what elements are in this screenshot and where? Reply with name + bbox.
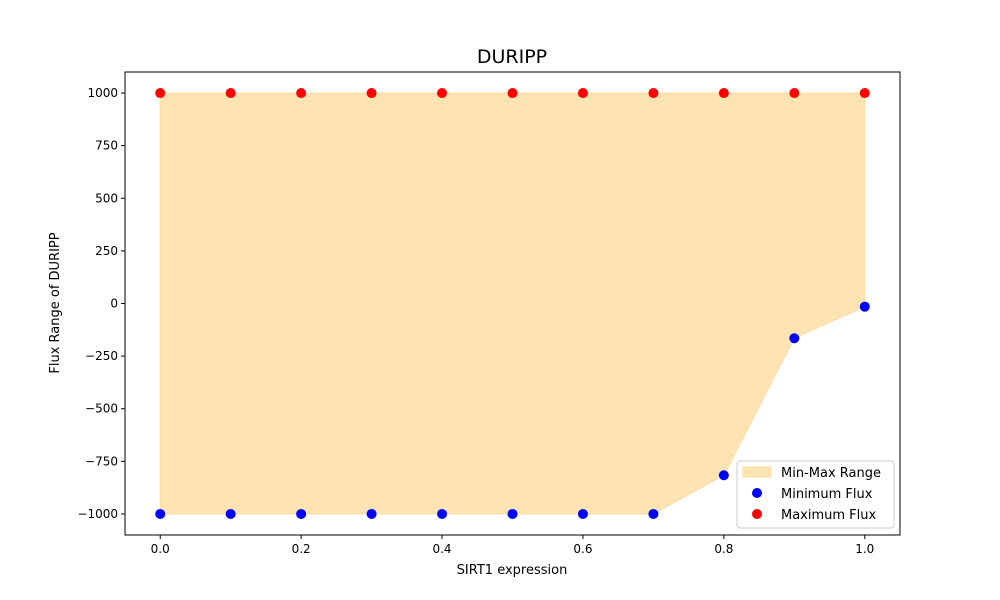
max-flux-point (296, 88, 307, 99)
y-tick-label: 750 (95, 139, 118, 153)
y-tick-label: −1000 (77, 507, 118, 521)
min-flux-point (155, 508, 166, 519)
min-max-range-area (159, 92, 866, 515)
legend-label: Min-Max Range (781, 466, 881, 481)
min-flux-point (225, 508, 236, 519)
legend: Min-Max Range Minimum Flux Maximum Flux (736, 460, 895, 529)
max-flux-point (577, 88, 588, 99)
scatter-points (155, 88, 870, 519)
min-flux-point (648, 508, 659, 519)
legend-label: Maximum Flux (781, 508, 877, 523)
max-flux-point (437, 88, 448, 99)
max-flux-point (789, 88, 800, 99)
y-tick-label: 250 (95, 244, 118, 258)
y-axis: −1000 −750 −500 −250 0 250 500 750 1000 (77, 86, 125, 521)
chart-title: DURIPP (477, 46, 547, 68)
x-tick-label: 1.0 (855, 542, 874, 556)
x-tick-label: 0.6 (573, 542, 592, 556)
min-flux-point (296, 508, 307, 519)
max-flux-point (225, 88, 236, 99)
x-axis: 0.0 0.2 0.4 0.6 0.8 1.0 (151, 535, 874, 556)
min-flux-point (366, 508, 377, 519)
x-tick-label: 0.0 (151, 542, 170, 556)
y-tick-label: 500 (95, 191, 118, 205)
max-flux-point (859, 88, 870, 99)
min-flux-point (718, 470, 729, 481)
max-flux-point (648, 88, 659, 99)
legend-marker (752, 509, 762, 519)
x-tick-label: 0.8 (714, 542, 733, 556)
min-flux-point (437, 508, 448, 519)
y-tick-label: 0 (110, 297, 118, 311)
y-tick-label: −500 (85, 402, 118, 416)
legend-box (736, 460, 895, 529)
min-flux-point (789, 333, 800, 344)
x-axis-label: SIRT1 expression (457, 563, 568, 578)
max-flux-point (366, 88, 377, 99)
x-tick-label: 0.2 (292, 542, 311, 556)
max-flux-point (155, 88, 166, 99)
legend-label: Minimum Flux (781, 487, 873, 502)
y-tick-label: 1000 (87, 86, 118, 100)
min-flux-point (577, 508, 588, 519)
y-tick-label: −250 (85, 349, 118, 363)
legend-marker (752, 488, 762, 498)
min-flux-point (507, 508, 518, 519)
max-flux-point (507, 88, 518, 99)
max-flux-point (718, 88, 729, 99)
min-max-range-fill (159, 92, 866, 515)
min-flux-point (859, 301, 870, 312)
x-tick-label: 0.4 (432, 542, 451, 556)
legend-swatch-range (742, 466, 772, 478)
y-tick-label: −750 (85, 454, 118, 468)
y-axis-label: Flux Range of DURIPP (48, 232, 63, 373)
